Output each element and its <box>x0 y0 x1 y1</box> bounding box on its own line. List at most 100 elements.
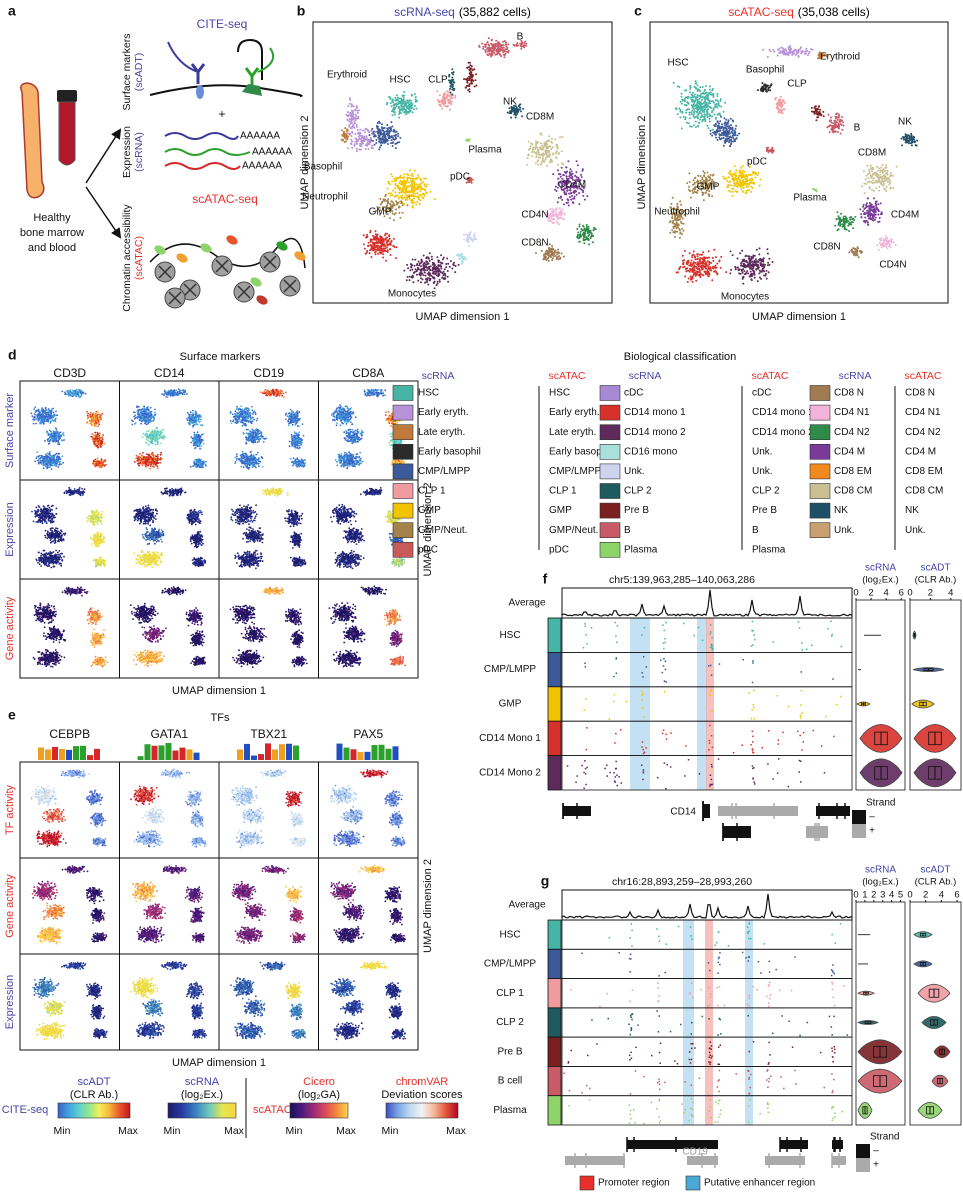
cell-dot <box>510 117 512 119</box>
cell-dot <box>557 201 559 203</box>
cell-dot <box>734 165 736 167</box>
cell-dot <box>543 255 545 257</box>
cell-dot <box>704 108 706 110</box>
cell-dot <box>856 253 858 255</box>
cell-dot <box>556 150 558 152</box>
cell-dot <box>69 390 71 392</box>
cell-dot <box>688 278 690 280</box>
cell-dot <box>702 274 704 276</box>
cell-dot <box>742 165 744 167</box>
cell-dot <box>571 170 573 172</box>
cell-dot <box>837 211 839 213</box>
cell-dot <box>717 139 719 141</box>
cell-dot <box>549 219 551 221</box>
cell-dot <box>890 172 892 174</box>
cell-dot <box>547 257 549 259</box>
cluster-label: CD8M <box>526 112 554 123</box>
cell-dot <box>686 101 688 103</box>
cell-dot <box>858 256 860 258</box>
cell-dot <box>806 50 808 52</box>
cell-dot <box>710 93 712 95</box>
cell-dot <box>544 142 546 144</box>
cell-dot <box>372 140 374 142</box>
cell-dot <box>838 123 840 125</box>
cell-dot <box>451 77 453 79</box>
cell-dot <box>742 278 744 280</box>
cell-dot <box>371 128 373 130</box>
cell-dot <box>414 93 416 95</box>
cell-dot <box>406 179 408 181</box>
cell-dot <box>705 102 707 104</box>
cell-dot <box>391 105 393 107</box>
cell-dot <box>687 97 689 99</box>
cell-dot <box>362 142 364 144</box>
cell-dot <box>435 273 437 275</box>
cell-dot <box>440 268 442 270</box>
cell-dot <box>446 90 448 92</box>
title-count: (35,038 cells) <box>798 5 870 19</box>
cell-dot <box>860 213 862 215</box>
cell-dot <box>71 393 73 395</box>
cell-dot <box>915 144 917 146</box>
cell-dot <box>389 130 391 132</box>
cell-dot <box>438 104 440 106</box>
cell-dot <box>864 222 866 224</box>
cell-dot <box>572 198 574 200</box>
cell-dot <box>396 99 398 101</box>
cell-dot <box>699 260 701 262</box>
cell-dot <box>875 206 877 208</box>
cell-dot <box>392 108 394 110</box>
cell-dot <box>876 176 878 178</box>
cell-dot <box>715 99 717 101</box>
cell-dot <box>527 155 529 157</box>
cell-dot <box>732 127 734 129</box>
cell-dot <box>358 138 360 140</box>
cell-dot <box>698 268 700 270</box>
cell-dot <box>409 198 411 200</box>
cell-dot <box>356 110 358 112</box>
cell-dot <box>544 159 546 161</box>
tube-cap <box>57 90 77 102</box>
cell-dot <box>728 190 730 192</box>
cell-dot <box>747 273 749 275</box>
cell-dot <box>411 269 413 271</box>
cell-dot <box>381 123 383 125</box>
cell-dot <box>880 244 882 246</box>
cell-dot <box>758 172 760 174</box>
cell-dot <box>482 46 484 48</box>
cell-dot <box>351 119 353 121</box>
cell-dot <box>444 273 446 275</box>
cell-dot <box>561 167 563 169</box>
cell-dot <box>488 49 490 51</box>
cell-dot <box>367 245 369 247</box>
cluster-label: Monocytes <box>721 292 769 303</box>
cell-dot <box>843 216 845 218</box>
cell-dot <box>719 138 721 140</box>
cell-dot <box>546 154 548 156</box>
cell-dot <box>783 52 785 54</box>
cell-dot <box>388 181 390 183</box>
title-assay: scRNA-seq <box>394 5 455 19</box>
cell-dot <box>697 255 699 257</box>
cell-dot <box>868 210 870 212</box>
cell-dot <box>551 211 553 213</box>
cell-dot <box>683 223 685 225</box>
cell-dot <box>503 54 505 56</box>
cell-dot <box>386 127 388 129</box>
cell-dot <box>501 44 503 46</box>
cell-dot <box>541 148 543 150</box>
cell-dot <box>863 170 865 172</box>
cell-dot <box>724 142 726 144</box>
cell-dot <box>735 185 737 187</box>
cell-dot <box>757 261 759 263</box>
cell-dot <box>363 140 365 142</box>
cell-dot <box>359 129 361 131</box>
cell-dot <box>357 112 359 114</box>
cell-dot <box>356 150 358 152</box>
cell-dot <box>424 183 426 185</box>
cell-dot <box>445 266 447 268</box>
cell-dot <box>382 240 384 242</box>
cell-dot <box>409 269 411 271</box>
cell-dot <box>743 187 745 189</box>
cell-dot <box>786 53 788 55</box>
